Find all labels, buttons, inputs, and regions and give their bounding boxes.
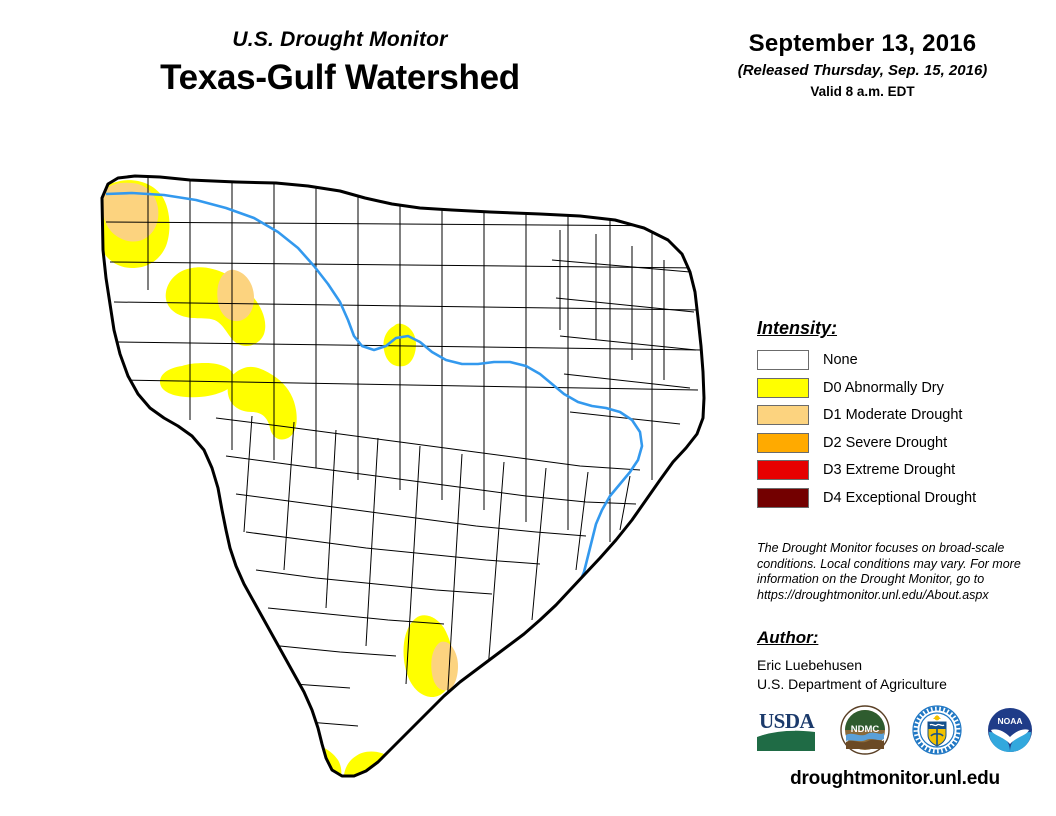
- rio-grande-valley-tip-d2: [380, 782, 412, 811]
- legend-swatch-d1: [757, 405, 809, 425]
- legend-label-d1: D1 Moderate Drought: [823, 407, 963, 423]
- west-central-band-d0: [160, 363, 235, 398]
- legend-label-d0: D0 Abnormally Dry: [823, 379, 944, 396]
- title-block: U.S. Drought Monitor Texas-Gulf Watershe…: [0, 28, 680, 98]
- program-subtitle: U.S. Drought Monitor: [232, 28, 448, 51]
- legend-label-d4: D4 Exceptional Drought: [823, 489, 977, 506]
- svg-text:NDMC: NDMC: [850, 724, 879, 735]
- page-title: Texas-Gulf Watershed: [160, 58, 520, 97]
- release-date: (Released Thursday, Sep. 15, 2016): [737, 62, 988, 79]
- legend-swatch-none: [757, 350, 809, 370]
- county-boundaries: [105, 176, 703, 727]
- legend-label-d2: D2 Severe Drought: [823, 434, 948, 451]
- rolling-plains-d0: [227, 366, 297, 440]
- rio-grande-valley-west-d1: [280, 758, 322, 776]
- watershed-boundary: [100, 174, 706, 778]
- panhandle-northwest-d1: [102, 182, 159, 242]
- legend-item-d0[interactable]: D0 Abnormally Dry: [757, 376, 1027, 400]
- legend-item-none[interactable]: None: [757, 348, 1027, 372]
- svg-text:USDA: USDA: [759, 709, 816, 733]
- ndmc-logo[interactable]: NDMC: [839, 704, 890, 760]
- author-heading: Author:: [757, 628, 819, 647]
- site-url[interactable]: droughtmonitor.unl.edu: [790, 768, 1000, 789]
- legend-item-d2[interactable]: D2 Severe Drought: [757, 431, 1027, 455]
- legend-swatch-d3: [757, 460, 809, 480]
- author-organization: U.S. Department of Agriculture: [757, 676, 947, 692]
- river-line: [105, 191, 644, 647]
- legend-swatch-d0: [757, 377, 809, 398]
- commerce-seal-logo[interactable]: [912, 704, 962, 760]
- legend-label-d3: D3 Extreme Drought: [823, 462, 956, 478]
- drought-map[interactable]: [40, 150, 740, 810]
- logo-row: USDA NDMC: [755, 703, 1035, 761]
- rio-grande-valley-east-d1: [362, 768, 400, 776]
- disclaimer-text: The Drought Monitor focuses on broad-sca…: [757, 541, 1021, 602]
- valid-time: Valid 8 a.m. EDT: [810, 84, 915, 99]
- panhandle-central-d1: [217, 269, 254, 322]
- legend-item-d3[interactable]: D3 Extreme Drought: [757, 458, 1027, 482]
- map-date: September 13, 2016: [748, 30, 977, 57]
- legend-title: Intensity:: [757, 318, 838, 338]
- legend-swatch-d4: [757, 487, 809, 508]
- map-base-land: [102, 176, 704, 776]
- coastal-bend-d1: [431, 641, 458, 691]
- legend-label-none: None: [823, 352, 858, 368]
- legend-item-d1[interactable]: D1 Moderate Drought: [757, 403, 1027, 427]
- noaa-logo[interactable]: NOAA: [985, 705, 1035, 760]
- legend-item-d4[interactable]: D4 Exceptional Drought: [757, 486, 1027, 510]
- legend-panel: Intensity: None D0 Abnormally Dry D1 Mod…: [757, 318, 1027, 513]
- author-name: Eric Luebehusen: [757, 657, 863, 673]
- rio-grande-valley-east-d0: [343, 751, 402, 776]
- author-block: Author: Eric Luebehusen U.S. Department …: [757, 628, 1027, 694]
- svg-text:NOAA: NOAA: [997, 716, 1022, 726]
- legend-swatch-d2: [757, 432, 809, 453]
- date-block: September 13, 2016 (Released Thursday, S…: [690, 30, 1035, 99]
- usda-logo[interactable]: USDA: [755, 705, 817, 760]
